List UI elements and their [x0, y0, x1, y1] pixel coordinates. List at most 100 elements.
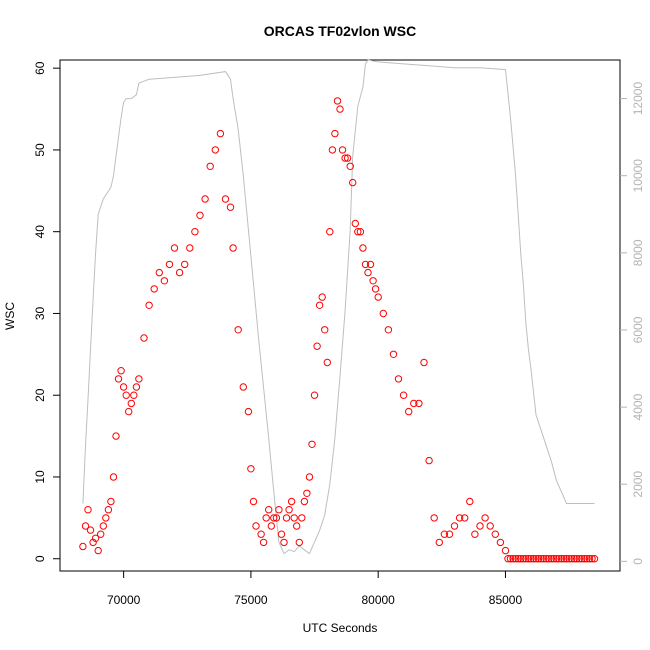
data-point: [216, 129, 225, 138]
data-point: [585, 555, 594, 563]
y2-tick-label: 10000: [631, 159, 645, 193]
data-point: [519, 555, 527, 563]
data-point: [81, 522, 90, 530]
data-point: [440, 530, 449, 538]
data-point: [125, 407, 133, 416]
x-tick-label: 85000: [489, 593, 523, 607]
data-point: [466, 497, 474, 506]
data-point: [588, 555, 596, 563]
data-point: [565, 555, 573, 563]
data-point: [420, 358, 428, 367]
data-point: [191, 228, 199, 236]
y2-tick-label: 0: [631, 558, 645, 565]
data-point: [349, 178, 357, 187]
data-point: [313, 342, 321, 350]
data-point: [450, 522, 459, 530]
data-point: [130, 391, 138, 399]
data-point: [534, 555, 543, 563]
data-point: [399, 391, 408, 399]
data-point: [150, 285, 158, 293]
data-point: [455, 514, 464, 522]
data-point: [394, 375, 403, 383]
data-point: [119, 383, 128, 391]
data-point: [287, 497, 296, 506]
data-point: [359, 244, 367, 252]
data-point: [321, 326, 329, 334]
y-axis-label: WSC: [3, 302, 17, 330]
data-point: [511, 555, 520, 563]
altitude-line: [82, 59, 595, 555]
data-point: [522, 555, 530, 563]
data-point: [514, 555, 522, 563]
chart-title: ORCAS TF02vlon WSC: [264, 23, 416, 39]
data-point: [366, 260, 375, 269]
data-point: [524, 555, 533, 563]
data-point: [336, 105, 344, 113]
data-point: [252, 522, 260, 530]
data-point: [486, 522, 494, 530]
data-point: [351, 219, 359, 228]
data-point: [122, 391, 130, 399]
data-point: [104, 506, 113, 514]
data-point: [527, 555, 535, 563]
data-point: [384, 326, 393, 334]
data-point: [567, 555, 576, 563]
data-point: [91, 534, 100, 542]
data-point: [341, 154, 349, 162]
data-point: [135, 375, 143, 383]
data-point: [570, 555, 578, 563]
data-point: [206, 162, 214, 171]
data-point: [84, 506, 92, 514]
data-point: [517, 555, 525, 563]
data-point: [318, 293, 326, 301]
data-point: [175, 268, 184, 277]
data-point: [267, 522, 275, 530]
data-point: [181, 260, 189, 269]
data-point: [361, 260, 370, 269]
data-point: [79, 542, 87, 551]
data-point: [270, 514, 278, 522]
data-point: [160, 277, 169, 285]
data-point: [326, 228, 334, 236]
data-point: [298, 514, 306, 522]
y-tick-label: 50: [33, 143, 47, 157]
y2-tick-label: 2000: [631, 471, 645, 498]
data-point: [196, 211, 204, 220]
secondary-y-axis: 0 2000 4000 6000 8000 10000 12000: [620, 82, 645, 565]
data-point: [555, 555, 563, 563]
y-tick-label: 60: [33, 61, 47, 75]
data-point: [496, 538, 505, 547]
data-point: [371, 285, 380, 293]
y2-tick-label: 12000: [631, 82, 645, 116]
data-point: [107, 497, 115, 506]
data-point: [262, 514, 270, 522]
data-point: [112, 432, 120, 440]
data-point: [259, 538, 268, 547]
data-point: [186, 244, 194, 252]
data-point: [471, 530, 479, 538]
y-tick-label: 30: [33, 306, 47, 320]
y2-tick-label: 6000: [631, 316, 645, 343]
data-point: [315, 301, 324, 309]
data-point: [532, 555, 540, 563]
data-point: [491, 530, 499, 538]
y-tick-label: 10: [33, 470, 47, 484]
data-point: [290, 514, 298, 522]
data-point: [461, 514, 469, 522]
data-point: [244, 407, 253, 416]
data-point: [328, 146, 337, 154]
data-point: [272, 514, 281, 522]
data-point: [430, 514, 438, 522]
data-point: [305, 473, 314, 481]
data-point: [476, 522, 484, 530]
data-point: [410, 399, 418, 408]
data-point: [560, 555, 568, 563]
data-point: [405, 407, 413, 416]
data-point: [117, 367, 125, 375]
data-point: [529, 555, 538, 563]
x-tick-label: 75000: [234, 593, 268, 607]
x-axis-label: UTC Seconds: [303, 621, 378, 635]
plot-frame: [59, 59, 621, 572]
data-point: [114, 375, 123, 383]
